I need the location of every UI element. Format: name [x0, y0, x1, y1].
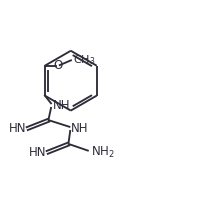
Text: NH: NH — [71, 122, 89, 135]
Text: HN: HN — [9, 122, 27, 135]
Text: NH$_2$: NH$_2$ — [91, 145, 115, 160]
Text: HN: HN — [29, 146, 46, 159]
Text: O: O — [53, 59, 63, 72]
Text: NH: NH — [52, 99, 70, 112]
Text: CH$_3$: CH$_3$ — [73, 53, 96, 67]
